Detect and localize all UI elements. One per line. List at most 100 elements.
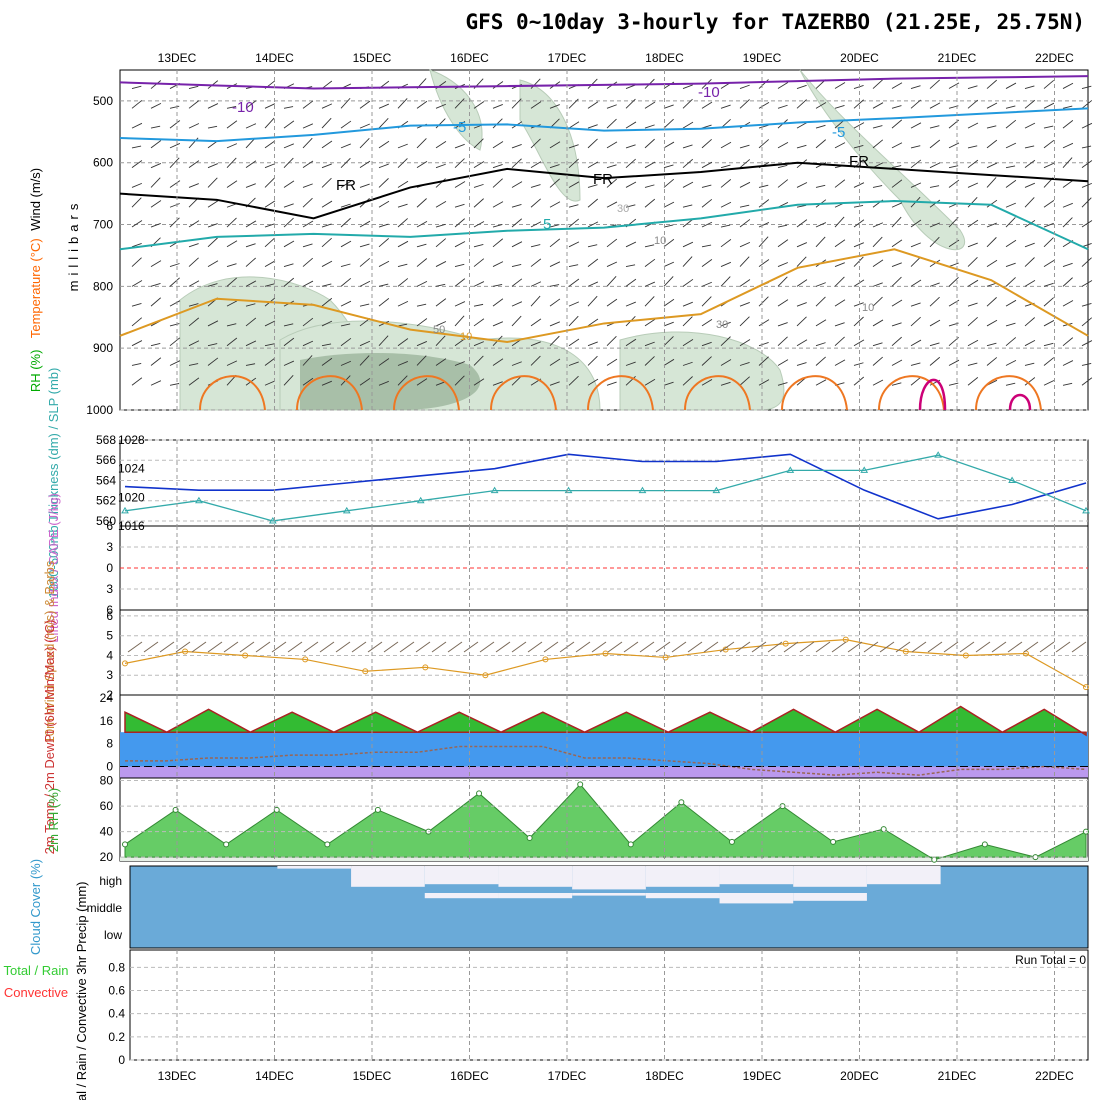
thickness-marker	[1008, 476, 1016, 483]
wind-barb	[796, 316, 807, 327]
wind-barb	[625, 181, 637, 188]
wind-barb	[302, 160, 314, 169]
wind-barb-10m	[191, 641, 207, 653]
wind-barb	[910, 376, 922, 386]
wind-barb	[359, 340, 371, 347]
wind-barb-10m	[575, 641, 591, 653]
wind-barb-10m	[687, 641, 703, 653]
wind-barb	[777, 336, 788, 347]
wind-barb	[587, 184, 598, 188]
thickness-tick: 568	[96, 433, 116, 447]
wind-barb	[1062, 300, 1074, 307]
wind-barb	[397, 158, 408, 168]
x-tick-top: 13DEC	[158, 51, 197, 65]
wind-barb	[1043, 79, 1055, 89]
wind-barb	[226, 323, 237, 327]
wind-barb	[492, 298, 504, 307]
wind-barb	[549, 201, 561, 208]
wind-barb	[891, 239, 903, 248]
wind-barb	[682, 158, 693, 169]
wind-barb	[663, 298, 675, 307]
wind-barb	[967, 159, 979, 169]
wind-barb	[359, 183, 370, 188]
x-tick-top: 14DEC	[255, 51, 294, 65]
wind-barb	[188, 363, 199, 366]
wind-barb	[720, 261, 732, 267]
wind-barb-10m	[495, 641, 511, 653]
wind-barb	[302, 257, 313, 267]
wind-barb	[853, 99, 864, 109]
wind-barb	[492, 261, 504, 267]
wind-barb	[1062, 142, 1074, 149]
wind-barb	[568, 375, 579, 386]
wind-barb	[264, 103, 276, 109]
wind-barb	[473, 221, 485, 228]
wind-barb	[359, 100, 371, 109]
wind-barb	[340, 277, 352, 287]
wind-speed-point	[662, 654, 669, 661]
wind-barb	[1043, 342, 1054, 347]
wind-barb	[321, 200, 333, 208]
wind-barb	[929, 139, 941, 149]
rh-point	[324, 841, 331, 848]
wind-barb-10m	[831, 641, 847, 653]
wind-barb	[587, 295, 598, 307]
wind-barb-10m	[271, 641, 287, 653]
rh-point	[476, 790, 483, 797]
wind-barb	[549, 298, 561, 307]
wind-barb	[967, 279, 979, 287]
wind-barb	[606, 298, 618, 307]
wind-barb	[986, 162, 998, 169]
wind-barb	[777, 359, 789, 366]
x-tick-top: 19DEC	[743, 51, 782, 65]
rh-area	[124, 783, 1087, 861]
wind-barb	[663, 201, 675, 208]
wind-barb	[511, 278, 523, 287]
wind-barb	[207, 125, 218, 129]
wind-barb	[891, 179, 903, 188]
contour-label: FR	[336, 177, 356, 194]
wind-barb	[378, 238, 389, 248]
wind-barb	[359, 257, 371, 267]
wind-barb	[1024, 197, 1035, 208]
wind-barb	[131, 362, 142, 366]
wind-barb	[910, 182, 922, 188]
thickness-marker	[342, 506, 351, 514]
wind-barb	[853, 182, 865, 188]
wind-barb	[245, 160, 257, 169]
temp2m-content: 0 8 16 24	[100, 691, 1088, 778]
wind-barb	[511, 204, 522, 208]
wind-barb	[1062, 337, 1074, 347]
wind-barb	[131, 340, 143, 347]
wind-barb	[777, 224, 788, 228]
wind-barb-10m	[911, 641, 927, 653]
rh-point	[728, 838, 735, 845]
cloud-content: high middle low	[87, 866, 941, 942]
wind-barb	[663, 164, 674, 169]
dewpoint-line	[125, 745, 1087, 776]
wind-barb	[568, 218, 580, 228]
wind-barb	[454, 181, 466, 188]
wind-barb	[777, 262, 788, 267]
wind-barb	[1043, 237, 1054, 248]
wind-barb	[644, 161, 656, 169]
wind-barb	[416, 243, 427, 248]
wind-barb	[986, 222, 997, 228]
wind-barb	[340, 180, 352, 188]
wind-barb	[796, 256, 807, 267]
wind-barb	[986, 199, 998, 208]
wind-barb	[967, 302, 978, 307]
wind-barb	[511, 375, 522, 386]
wind-barb	[720, 239, 732, 248]
temp-area	[124, 705, 1087, 737]
wind-barb	[682, 84, 693, 89]
rh-shading-area	[799, 69, 966, 251]
wind-barb	[929, 356, 941, 366]
temp-contour	[975, 375, 1042, 411]
wind-barb	[1081, 182, 1092, 188]
contour-label: 50	[433, 324, 445, 336]
wind-barb	[967, 197, 978, 208]
wind-barb	[454, 278, 466, 287]
wind-barb	[720, 224, 731, 228]
wind-barb	[663, 358, 675, 366]
